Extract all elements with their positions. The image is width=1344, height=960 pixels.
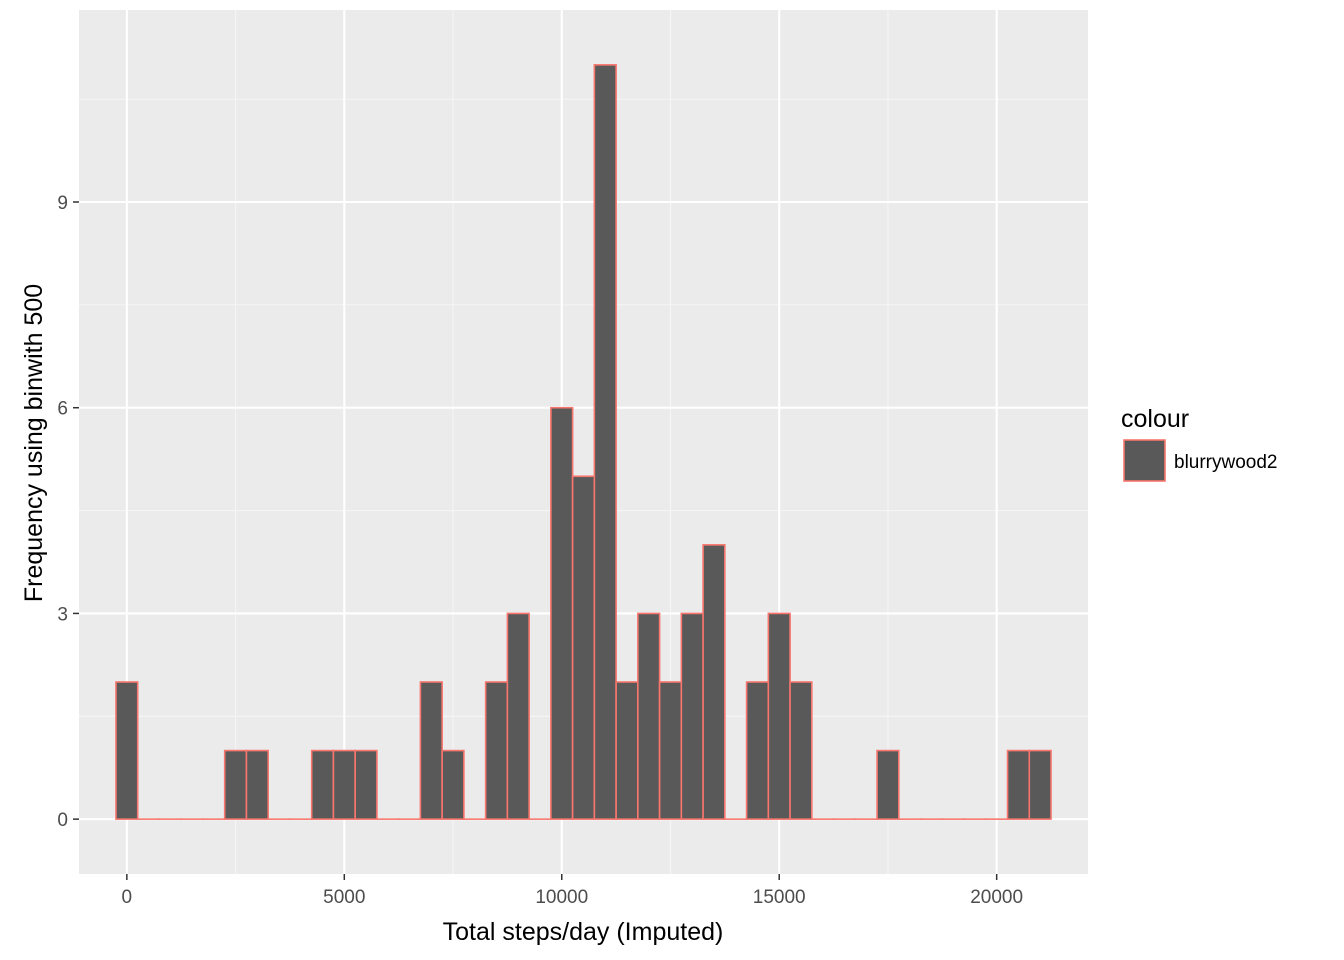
histogram-bar: [702, 544, 726, 820]
histogram-bar: [506, 612, 530, 820]
histogram-bar: [115, 681, 139, 820]
histogram-bar: [332, 749, 356, 820]
histogram-bar: [593, 64, 617, 820]
histogram-bar: [615, 681, 639, 820]
legend: colour blurrywood2: [1121, 405, 1278, 482]
y-axis-ticks: 0 3 6 9: [57, 193, 79, 831]
histogram-bar: [550, 406, 574, 820]
histogram-bar: [571, 475, 596, 820]
histogram-bar: [1028, 749, 1052, 820]
legend-title: colour: [1121, 405, 1189, 433]
y-tick-label: 0: [57, 810, 68, 831]
y-tick-label: 9: [57, 193, 68, 214]
x-tick-label: 5000: [323, 887, 365, 908]
legend-entry-label: blurrywood2: [1174, 452, 1278, 473]
legend-key-swatch: [1123, 439, 1166, 482]
histogram-bar: [441, 749, 465, 820]
histogram-bar: [1006, 749, 1031, 820]
histogram-bar: [680, 612, 704, 820]
y-tick-label: 3: [57, 604, 68, 625]
y-tick-label: 6: [57, 399, 68, 420]
histogram-bar: [310, 749, 335, 820]
histogram-bar: [419, 681, 443, 820]
histogram-bar: [745, 681, 770, 820]
histogram-bar: [484, 681, 509, 820]
x-tick-label: 0: [122, 887, 133, 908]
x-tick-label: 20000: [970, 887, 1023, 908]
histogram-bar: [245, 749, 269, 820]
x-axis-ticks: 0 5000 10000 15000 20000: [122, 874, 1023, 908]
histogram-bar: [223, 749, 248, 820]
histogram-bar: [876, 749, 900, 820]
y-axis-title: Frequency using binwith 500: [20, 284, 48, 602]
histogram-bar: [658, 681, 683, 820]
histogram-bar: [767, 612, 791, 820]
x-axis-title: Total steps/day (Imputed): [443, 918, 724, 946]
histogram-bar: [637, 612, 661, 820]
x-tick-label: 10000: [535, 887, 588, 908]
histogram-bar: [354, 749, 378, 820]
histogram-bars: [115, 64, 1052, 820]
histogram-bar: [789, 681, 813, 820]
x-tick-label: 15000: [753, 887, 806, 908]
